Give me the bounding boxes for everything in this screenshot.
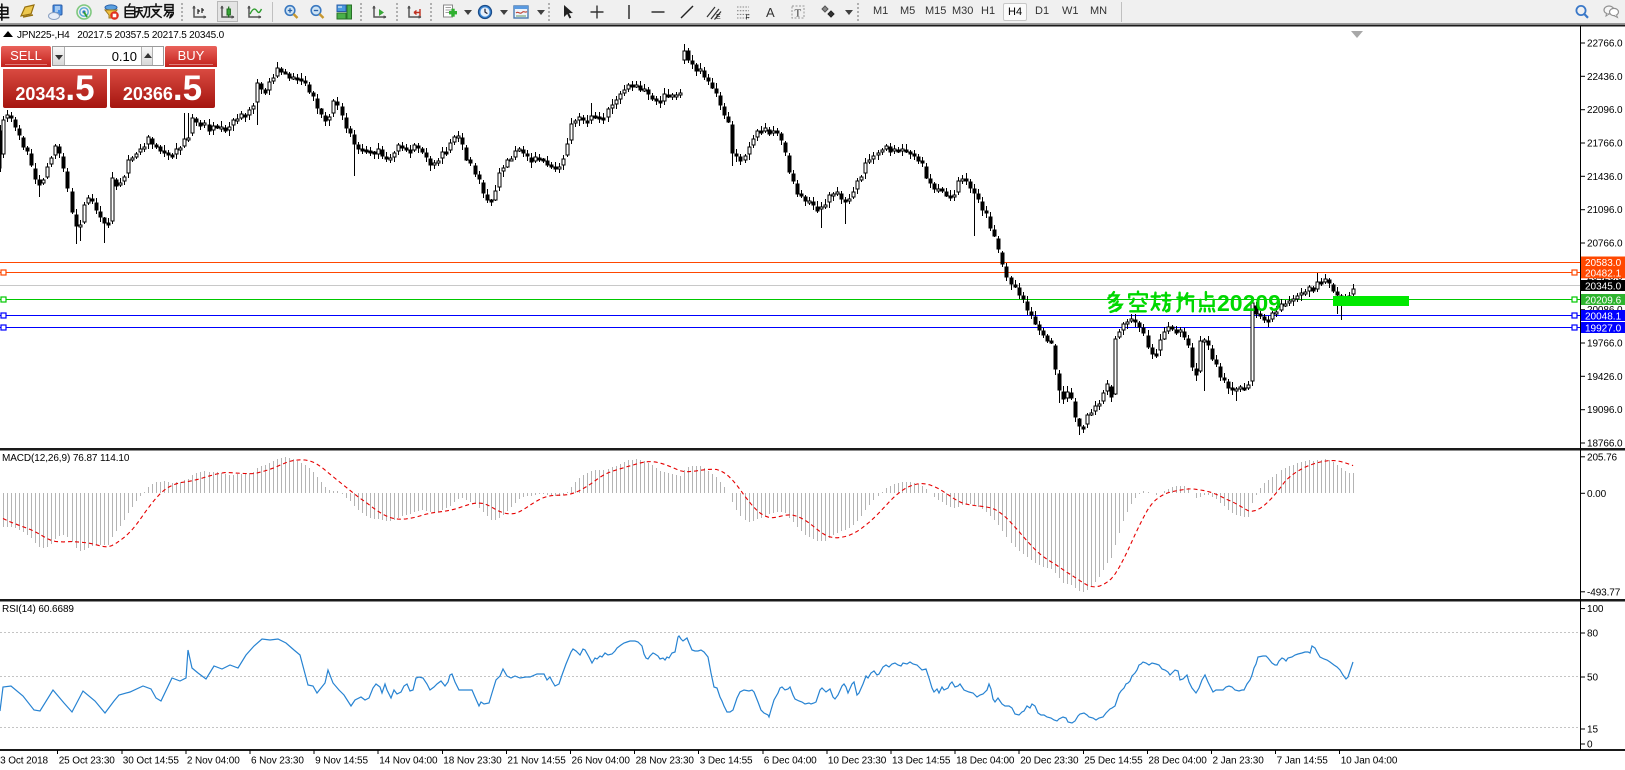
svg-text:-493.77: -493.77 xyxy=(1587,587,1621,598)
svg-text:RSI(14) 60.6689: RSI(14) 60.6689 xyxy=(2,604,74,615)
svg-text:28 Nov 23:30: 28 Nov 23:30 xyxy=(636,756,695,767)
svg-text:20482.1: 20482.1 xyxy=(1585,269,1622,280)
svg-text:21096.0: 21096.0 xyxy=(1587,205,1623,216)
svg-text:0: 0 xyxy=(1587,740,1593,751)
svg-text:26 Nov 04:00: 26 Nov 04:00 xyxy=(572,756,631,767)
svg-text:22436.0: 22436.0 xyxy=(1587,72,1623,83)
svg-text:25 Oct 23:30: 25 Oct 23:30 xyxy=(59,756,116,767)
svg-text:14 Nov 04:00: 14 Nov 04:00 xyxy=(379,756,438,767)
svg-text:6 Nov 23:30: 6 Nov 23:30 xyxy=(251,756,304,767)
svg-text:20209.6: 20209.6 xyxy=(1585,295,1622,306)
svg-text:10 Jan 04:00: 10 Jan 04:00 xyxy=(1341,756,1398,767)
svg-text:21436.0: 21436.0 xyxy=(1587,172,1623,183)
svg-text:2 Jan 23:30: 2 Jan 23:30 xyxy=(1213,756,1265,767)
svg-text:7 Jan 14:55: 7 Jan 14:55 xyxy=(1277,756,1329,767)
svg-text:21 Nov 14:55: 21 Nov 14:55 xyxy=(507,756,566,767)
svg-text:3 Dec 14:55: 3 Dec 14:55 xyxy=(700,756,753,767)
svg-text:19766.0: 19766.0 xyxy=(1587,339,1623,350)
svg-text:F: F xyxy=(746,15,750,21)
svg-text:0.00: 0.00 xyxy=(1587,489,1607,500)
svg-text:19426.0: 19426.0 xyxy=(1587,372,1623,383)
svg-text:80: 80 xyxy=(1587,629,1598,640)
svg-text:18 Dec 04:00: 18 Dec 04:00 xyxy=(956,756,1015,767)
svg-text:23 Oct 2018: 23 Oct 2018 xyxy=(0,756,49,767)
svg-text:205.76: 205.76 xyxy=(1587,452,1618,463)
svg-text:T: T xyxy=(795,8,802,20)
svg-text:E: E xyxy=(716,14,721,20)
svg-text:28 Dec 04:00: 28 Dec 04:00 xyxy=(1148,756,1207,767)
svg-text:9 Nov 14:55: 9 Nov 14:55 xyxy=(315,756,368,767)
svg-text:20 Dec 23:30: 20 Dec 23:30 xyxy=(1020,756,1079,767)
svg-text:10 Dec 23:30: 10 Dec 23:30 xyxy=(828,756,887,767)
svg-text:20766.0: 20766.0 xyxy=(1587,239,1623,250)
svg-text:25 Dec 14:55: 25 Dec 14:55 xyxy=(1084,756,1143,767)
svg-text:20583.0: 20583.0 xyxy=(1585,258,1622,269)
svg-text:30 Oct 14:55: 30 Oct 14:55 xyxy=(123,756,180,767)
svg-text:2 Nov 04:00: 2 Nov 04:00 xyxy=(187,756,240,767)
svg-text:18 Nov 23:30: 18 Nov 23:30 xyxy=(443,756,502,767)
svg-text:19096.0: 19096.0 xyxy=(1587,405,1623,416)
svg-text:20048.1: 20048.1 xyxy=(1585,311,1622,322)
svg-text:19927.0: 19927.0 xyxy=(1585,323,1622,334)
svg-text:13 Dec 14:55: 13 Dec 14:55 xyxy=(892,756,951,767)
svg-text:15: 15 xyxy=(1587,725,1598,736)
svg-text:50: 50 xyxy=(1587,673,1598,684)
svg-text:MACD(12,26,9) 76.87 114.10: MACD(12,26,9) 76.87 114.10 xyxy=(2,453,130,464)
svg-text:21766.0: 21766.0 xyxy=(1587,139,1623,150)
svg-text:100: 100 xyxy=(1587,604,1604,615)
svg-text:18766.0: 18766.0 xyxy=(1587,439,1623,450)
svg-text:6 Dec 04:00: 6 Dec 04:00 xyxy=(764,756,817,767)
svg-text:22096.0: 22096.0 xyxy=(1587,105,1623,116)
svg-text:20345.0: 20345.0 xyxy=(1585,281,1622,292)
svg-text:20209: 20209 xyxy=(1217,290,1281,316)
svg-text:22766.0: 22766.0 xyxy=(1587,39,1623,50)
svg-text:A: A xyxy=(766,5,775,20)
